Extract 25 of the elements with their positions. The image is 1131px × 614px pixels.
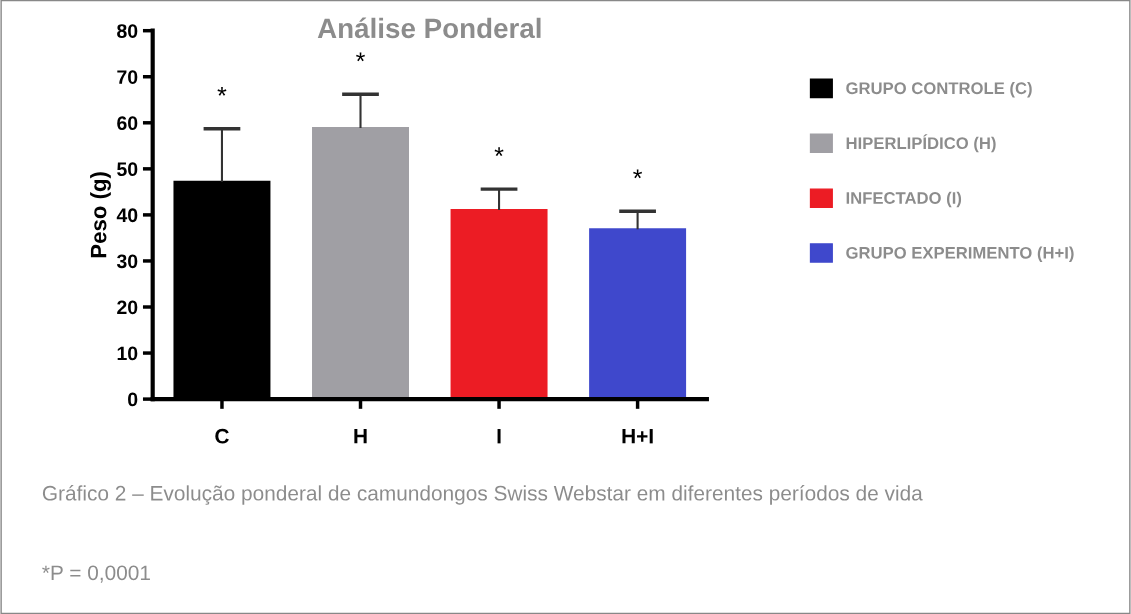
x-tick-label: H+I [622,429,653,444]
y-tick-label: 30 [116,254,138,269]
y-tick-label: 40 [116,208,138,223]
y-axis-title: Peso (g) [90,172,111,258]
y-tick-label: 20 [117,300,138,315]
y-tick-label: 70 [117,70,138,84]
y-tick-label: 80 [117,24,138,38]
y-tick-label: 10 [117,346,138,361]
y-tick-label: 50 [117,162,138,177]
y-tick-label: 60 [117,116,138,131]
text: *P = 0,0001 [42,565,150,583]
x-tick-label: I [497,429,501,444]
legend-label: GRUPO CONTROLE (C) [846,81,1032,98]
legend-label: INFECTADO (I) [846,191,962,208]
y-tick-label: 0 [128,392,138,407]
annotation: * [356,52,365,62]
x-tick-label: H [354,429,367,444]
chart-title: Análise Ponderal [317,17,541,39]
legend-label: GRUPO EXPERIMENTO (H+I) [846,246,1074,263]
x-tick-label: C [215,428,229,444]
annotation: * [494,147,504,157]
legend-label: HIPERLIPÍDICO (H) [846,134,996,153]
annotation: * [633,169,643,179]
text: Gráfico 2 – Evolução ponderal de camundongos Swiss Webstar em diferentes períodos de vida [42,485,923,505]
annotation: * [217,86,227,96]
